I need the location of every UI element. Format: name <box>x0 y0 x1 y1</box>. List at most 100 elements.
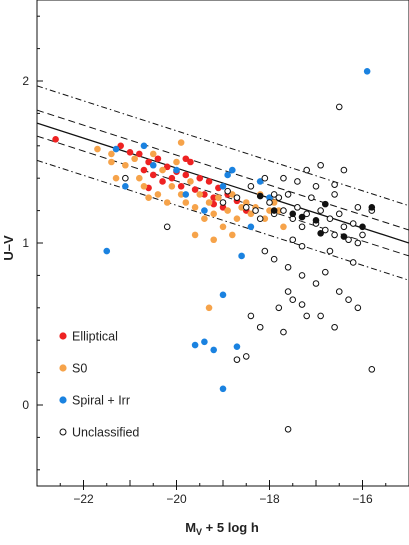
point-series-3-43 <box>289 296 297 304</box>
point-series-0-4 <box>140 166 148 174</box>
point-series-0-0 <box>52 136 59 143</box>
point-series-1-16 <box>196 191 204 198</box>
x-tick-label-1: −20 <box>166 492 187 506</box>
point-series-1-33 <box>275 207 283 214</box>
point-series-0-5 <box>145 158 152 166</box>
point-series-3-10 <box>275 194 283 201</box>
line-dashed-1 <box>37 109 409 231</box>
point-series-3-2 <box>219 199 227 206</box>
point-series-1-25 <box>238 204 245 211</box>
point-series-1-41 <box>177 139 185 146</box>
point-series-2-1 <box>122 183 129 190</box>
point-series-3-0 <box>122 174 129 182</box>
x-tick-label-2: −18 <box>259 492 280 506</box>
point-series-4-3 <box>322 200 329 208</box>
point-series-3-36 <box>284 264 292 271</box>
point-series-3-14 <box>294 204 301 211</box>
point-series-1-17 <box>201 215 208 222</box>
point-series-1-5 <box>140 183 148 190</box>
point-series-2-9 <box>247 223 255 231</box>
point-series-1-1 <box>108 150 115 158</box>
point-series-3-32 <box>340 166 348 174</box>
plot-frame <box>36 0 409 487</box>
point-series-1-7 <box>154 191 162 198</box>
point-series-2-11 <box>266 194 273 201</box>
point-series-3-26 <box>349 220 357 227</box>
point-series-4-2 <box>312 217 320 224</box>
point-series-3-49 <box>256 323 264 331</box>
point-series-3-31 <box>331 191 338 198</box>
point-series-3-69 <box>359 231 366 239</box>
point-series-1-24 <box>233 215 241 222</box>
x-tick-label-0: −22 <box>73 492 94 506</box>
point-series-4-5 <box>368 204 376 211</box>
point-series-1-20 <box>215 194 222 201</box>
y-tick-label-2: 2 <box>22 74 29 88</box>
point-series-0-19 <box>210 194 217 201</box>
point-series-3-50 <box>242 353 250 360</box>
point-series-1-8 <box>159 166 166 174</box>
point-series-4-0 <box>270 207 278 214</box>
point-series-1-26 <box>242 199 250 206</box>
point-series-4-6 <box>256 192 264 200</box>
point-series-3-42 <box>354 304 362 312</box>
point-series-0-15 <box>191 186 199 193</box>
point-series-3-52 <box>280 328 287 336</box>
point-series-2-13 <box>238 252 245 260</box>
line-dashed-2 <box>37 135 409 257</box>
point-series-3-67 <box>261 247 269 255</box>
legend-marker-3 <box>59 428 67 436</box>
point-series-2-8 <box>229 166 236 174</box>
point-series-3-47 <box>284 288 292 295</box>
point-series-1-31 <box>266 207 273 214</box>
point-series-4-4 <box>340 233 348 240</box>
point-series-1-37 <box>229 231 236 239</box>
point-series-1-14 <box>187 178 194 185</box>
point-series-0-3 <box>136 150 143 158</box>
point-series-3-48 <box>247 312 255 320</box>
point-series-0-14 <box>187 158 194 166</box>
point-series-3-7 <box>256 215 264 222</box>
point-series-4-9 <box>359 223 366 231</box>
point-series-3-15 <box>298 223 306 231</box>
point-series-3-59 <box>317 161 324 169</box>
legend-marker-1 <box>59 364 67 372</box>
point-series-2-18 <box>233 343 241 350</box>
point-series-3-12 <box>284 191 292 198</box>
y-tick-label-0: 0 <box>22 398 29 412</box>
point-series-3-57 <box>335 103 343 111</box>
y-axis-label: U–V <box>1 235 16 261</box>
point-series-1-6 <box>149 150 157 158</box>
point-series-3-58 <box>331 181 338 188</box>
point-series-1-11 <box>173 158 180 166</box>
point-series-1-34 <box>280 223 287 231</box>
point-series-3-29 <box>294 178 301 185</box>
point-series-1-21 <box>219 223 227 231</box>
axes: −22 −20 −18 −16 0 1 2 <box>22 0 409 506</box>
legend: Elliptical S0 Spiral + Irr Unclassified <box>59 330 139 440</box>
point-series-1-32 <box>270 199 278 206</box>
point-series-1-40 <box>205 304 213 312</box>
point-series-0-12 <box>177 183 185 190</box>
line-dashdot-4 <box>37 159 409 281</box>
point-series-3-54 <box>331 323 338 331</box>
point-series-1-18 <box>205 199 213 206</box>
point-series-3-5 <box>242 204 250 211</box>
point-series-2-19 <box>219 385 227 393</box>
point-series-3-41 <box>345 296 352 304</box>
point-series-3-33 <box>354 204 362 211</box>
legend-label-3: Unclassified <box>72 426 139 440</box>
point-series-3-25 <box>345 236 352 244</box>
point-series-0-17 <box>201 191 208 198</box>
point-series-1-0 <box>94 145 101 153</box>
point-series-1-2 <box>122 161 129 169</box>
x-axis-label-subscript: V <box>196 527 202 537</box>
point-series-0-26 <box>182 155 190 163</box>
point-series-2-7 <box>219 183 227 190</box>
point-series-4-1 <box>289 210 297 218</box>
legend-label-2: Spiral + Irr <box>72 394 130 408</box>
point-series-2-20 <box>363 67 371 75</box>
point-series-3-65 <box>326 247 334 255</box>
legend-marker-2 <box>59 396 67 404</box>
point-series-0-7 <box>154 155 162 163</box>
